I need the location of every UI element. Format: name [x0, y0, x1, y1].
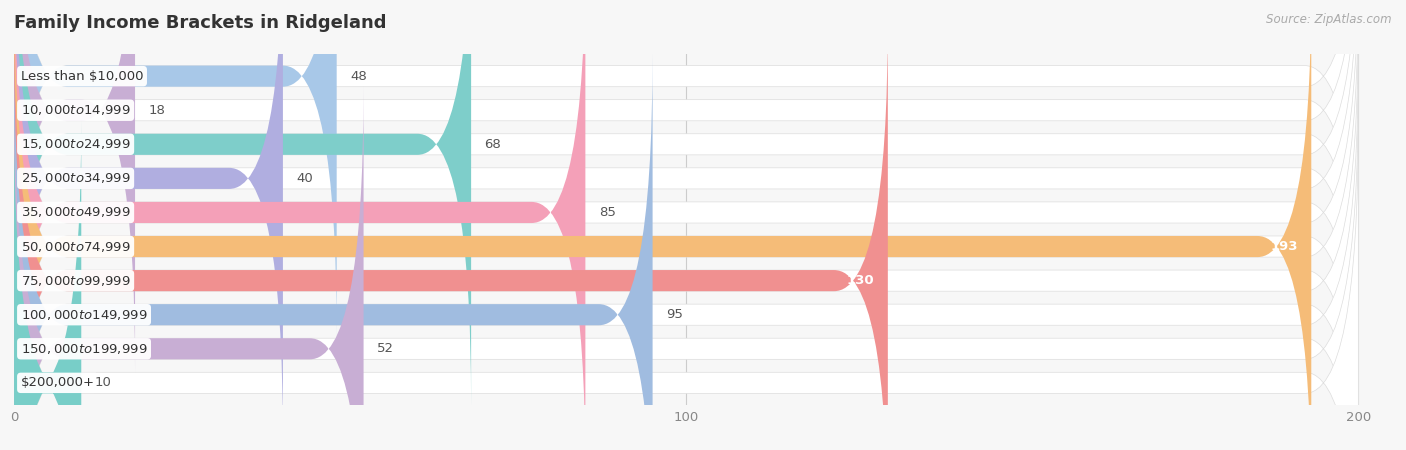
Text: 95: 95	[666, 308, 683, 321]
Text: Less than $10,000: Less than $10,000	[21, 70, 143, 83]
Text: $10,000 to $14,999: $10,000 to $14,999	[21, 103, 131, 117]
Text: $200,000+: $200,000+	[21, 376, 94, 389]
Text: Family Income Brackets in Ridgeland: Family Income Brackets in Ridgeland	[14, 14, 387, 32]
FancyBboxPatch shape	[14, 0, 1358, 441]
Text: 130: 130	[846, 274, 875, 287]
FancyBboxPatch shape	[14, 0, 1358, 372]
Text: 52: 52	[377, 342, 394, 355]
FancyBboxPatch shape	[14, 87, 364, 450]
Text: $35,000 to $49,999: $35,000 to $49,999	[21, 206, 131, 220]
FancyBboxPatch shape	[14, 0, 283, 441]
FancyBboxPatch shape	[14, 18, 1358, 450]
Text: $100,000 to $149,999: $100,000 to $149,999	[21, 308, 148, 322]
FancyBboxPatch shape	[14, 0, 1358, 338]
FancyBboxPatch shape	[14, 121, 1358, 450]
Text: 85: 85	[599, 206, 616, 219]
Text: $15,000 to $24,999: $15,000 to $24,999	[21, 137, 131, 151]
FancyBboxPatch shape	[14, 121, 82, 450]
Text: 40: 40	[297, 172, 314, 185]
Text: $50,000 to $74,999: $50,000 to $74,999	[21, 239, 131, 253]
Text: 193: 193	[1271, 240, 1298, 253]
FancyBboxPatch shape	[14, 0, 1358, 450]
Text: Source: ZipAtlas.com: Source: ZipAtlas.com	[1267, 14, 1392, 27]
Text: 68: 68	[485, 138, 502, 151]
Text: 48: 48	[350, 70, 367, 83]
Text: $25,000 to $34,999: $25,000 to $34,999	[21, 171, 131, 185]
Text: 18: 18	[149, 104, 166, 117]
FancyBboxPatch shape	[14, 87, 1358, 450]
Text: $150,000 to $199,999: $150,000 to $199,999	[21, 342, 148, 356]
Text: 10: 10	[94, 376, 111, 389]
FancyBboxPatch shape	[14, 0, 336, 338]
FancyBboxPatch shape	[14, 0, 585, 450]
FancyBboxPatch shape	[14, 18, 887, 450]
FancyBboxPatch shape	[14, 0, 1358, 450]
FancyBboxPatch shape	[14, 0, 135, 372]
FancyBboxPatch shape	[14, 0, 471, 406]
FancyBboxPatch shape	[14, 0, 1312, 450]
FancyBboxPatch shape	[14, 53, 652, 450]
FancyBboxPatch shape	[14, 53, 1358, 450]
Text: $75,000 to $99,999: $75,000 to $99,999	[21, 274, 131, 288]
FancyBboxPatch shape	[14, 0, 1358, 406]
